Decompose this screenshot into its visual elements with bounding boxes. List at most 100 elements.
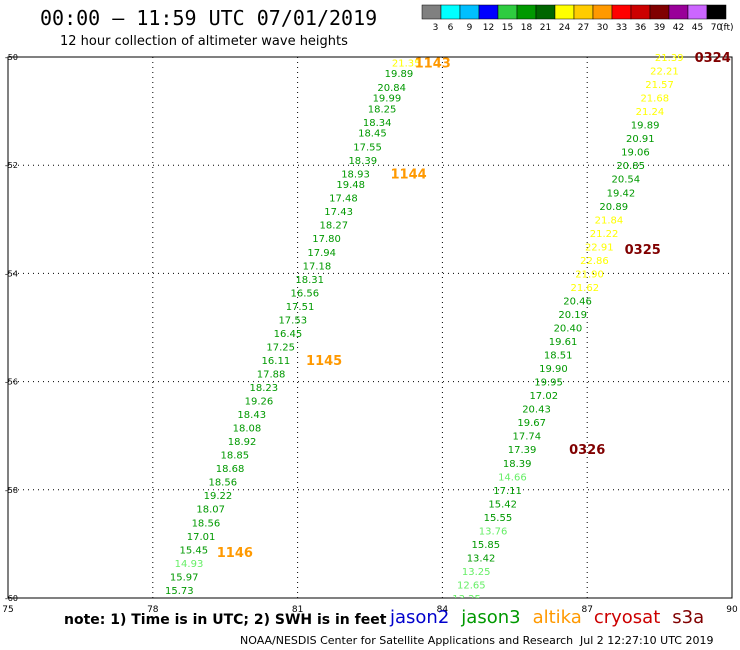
legend-label: 12 — [483, 23, 494, 33]
wave-height-label: 18.93 — [341, 169, 370, 180]
credit-text: NOAA/NESDIS Center for Satellite Applica… — [240, 634, 574, 647]
wave-height-label: 19.95 — [534, 378, 563, 389]
mission-name: s3a — [672, 607, 705, 628]
wave-height-label: 19.06 — [621, 148, 650, 159]
wave-height-label: 17.48 — [329, 194, 358, 205]
longitude-tick-label: 81 — [292, 605, 303, 615]
legend-label: 15 — [502, 23, 513, 33]
wave-height-label: 18.51 — [544, 351, 573, 362]
color-scale-legend: 3 6 9 12 15 18 21 24 27 30 33 36 39 42 45 70(ft) — [421, 4, 734, 33]
legend-label: 70 — [711, 23, 723, 33]
wave-height-label: 14.93 — [175, 559, 204, 570]
pass-time-label: 1144 — [391, 167, 427, 182]
mission-legend: jason2 jason3 altika cryosat s3a — [390, 607, 716, 628]
wave-height-label: 17.01 — [187, 532, 216, 543]
longitude-tick-label: 90 — [726, 605, 738, 615]
wave-height-label: 15.45 — [180, 545, 209, 556]
legend-label: 30 — [597, 23, 609, 33]
wave-height-label: 18.25 — [368, 104, 397, 115]
wave-height-label: 20.91 — [626, 134, 655, 145]
wave-height-label: 19.90 — [539, 364, 568, 375]
wave-height-label: 15.97 — [170, 572, 199, 583]
wave-height-label: 18.27 — [319, 221, 348, 232]
wave-height-label: 13.42 — [467, 553, 496, 564]
wave-height-label: 21.22 — [590, 229, 619, 240]
latitude-tick-label: -58 — [5, 486, 18, 495]
wave-height-label: 16.56 — [291, 288, 320, 299]
longitude-tick-label: 87 — [581, 605, 592, 615]
wave-height-label: 21.84 — [595, 215, 624, 226]
mission-name: cryosat — [593, 607, 661, 628]
wave-height-label: 15.55 — [484, 513, 513, 524]
wave-height-label: 19.61 — [549, 337, 578, 348]
wave-height-label: 16.45 — [274, 329, 303, 340]
wave-height-label: 17.02 — [529, 391, 558, 402]
wave-height-label: 13.25 — [462, 567, 491, 578]
wave-height-label: 18.34 — [363, 118, 392, 129]
wave-height-label: 19.26 — [245, 397, 274, 408]
wave-height-label: 22.86 — [580, 256, 609, 267]
legend-label: 45 — [692, 23, 703, 33]
latitude-tick-label: -50 — [5, 53, 18, 62]
longitude-tick-label: 84 — [437, 605, 449, 615]
wave-height-label: 22.91 — [585, 242, 614, 253]
wave-height-label: 20.40 — [554, 324, 583, 335]
wave-height-label: 18.08 — [233, 424, 262, 435]
wave-height-label: 15.42 — [488, 499, 517, 510]
wave-height-label: 18.23 — [249, 383, 278, 394]
wave-height-label: 20.84 — [377, 83, 406, 94]
wave-height-label: 18.68 — [216, 464, 245, 475]
legend-label: 39 — [654, 23, 666, 33]
legend-label: 21 — [540, 23, 551, 33]
wave-height-label: 21.24 — [636, 107, 665, 118]
wave-height-label: 19.67 — [517, 418, 546, 429]
wave-height-label: 21.90 — [575, 269, 604, 280]
longitude-tick-label: 78 — [147, 605, 159, 615]
legend-swatch — [706, 4, 727, 20]
mission-name: jason2 — [390, 607, 450, 628]
wave-height-label: 18.56 — [208, 478, 237, 489]
wave-height-label: 16.11 — [262, 356, 291, 367]
footer-note: note: 1) Time is in UTC; 2) SWH is in fe… — [64, 612, 387, 628]
wave-height-label: 19.89 — [631, 121, 660, 132]
wave-height-label: 18.56 — [192, 518, 221, 529]
wave-height-label: 17.43 — [324, 207, 353, 218]
wave-height-label: 18.31 — [295, 275, 324, 286]
wave-height-label: 18.39 — [348, 156, 377, 167]
pass-time-label: 1143 — [415, 56, 451, 71]
latitude-tick-label: -56 — [5, 378, 18, 387]
wave-height-label: 21.57 — [645, 80, 674, 91]
wave-height-label: 17.18 — [303, 261, 332, 272]
wave-height-label: 13.25 — [452, 594, 481, 605]
wave-height-label: 21.68 — [640, 94, 669, 105]
wave-height-label: 20.46 — [563, 296, 592, 307]
longitude-tick-label: 75 — [2, 605, 13, 615]
wave-height-label: 20.43 — [522, 405, 551, 416]
wave-height-label: 17.11 — [493, 486, 522, 497]
wave-height-label: 17.25 — [266, 342, 295, 353]
pass-time-label: 0326 — [569, 443, 605, 458]
wave-height-label: 20.19 — [558, 310, 587, 321]
legend-label: 18 — [521, 23, 533, 33]
mission-name: altika — [532, 607, 582, 628]
legend-label: 6 — [448, 23, 454, 33]
wave-height-label: 15.73 — [165, 586, 194, 597]
latitude-tick-label: -60 — [5, 594, 18, 603]
generated-timestamp: Jul 2 12:27:10 UTC 2019 — [580, 634, 714, 647]
mission-name: jason3 — [461, 607, 521, 628]
pass-time-label: 1146 — [217, 546, 253, 561]
wave-height-label: 12.65 — [457, 580, 486, 591]
legend-unit: (ft) — [720, 23, 734, 33]
wave-height-label: 21.35 — [392, 58, 421, 69]
latitude-tick-label: -54 — [5, 269, 18, 278]
legend-label: 33 — [616, 23, 627, 33]
wave-height-label: 17.39 — [508, 445, 537, 456]
wave-height-label: 17.80 — [312, 234, 341, 245]
page-subtitle: 12 hour collection of altimeter wave hei… — [60, 34, 348, 49]
wave-height-label: 17.74 — [513, 432, 542, 443]
wave-height-label: 14.66 — [498, 472, 527, 483]
wave-height-label: 18.45 — [358, 129, 387, 140]
wave-height-label: 18.92 — [228, 437, 257, 448]
wave-height-label: 17.53 — [278, 315, 307, 326]
wave-height-label: 17.88 — [257, 369, 286, 380]
